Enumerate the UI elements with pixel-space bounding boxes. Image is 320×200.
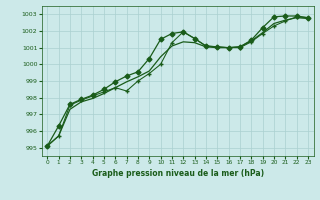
X-axis label: Graphe pression niveau de la mer (hPa): Graphe pression niveau de la mer (hPa) bbox=[92, 169, 264, 178]
